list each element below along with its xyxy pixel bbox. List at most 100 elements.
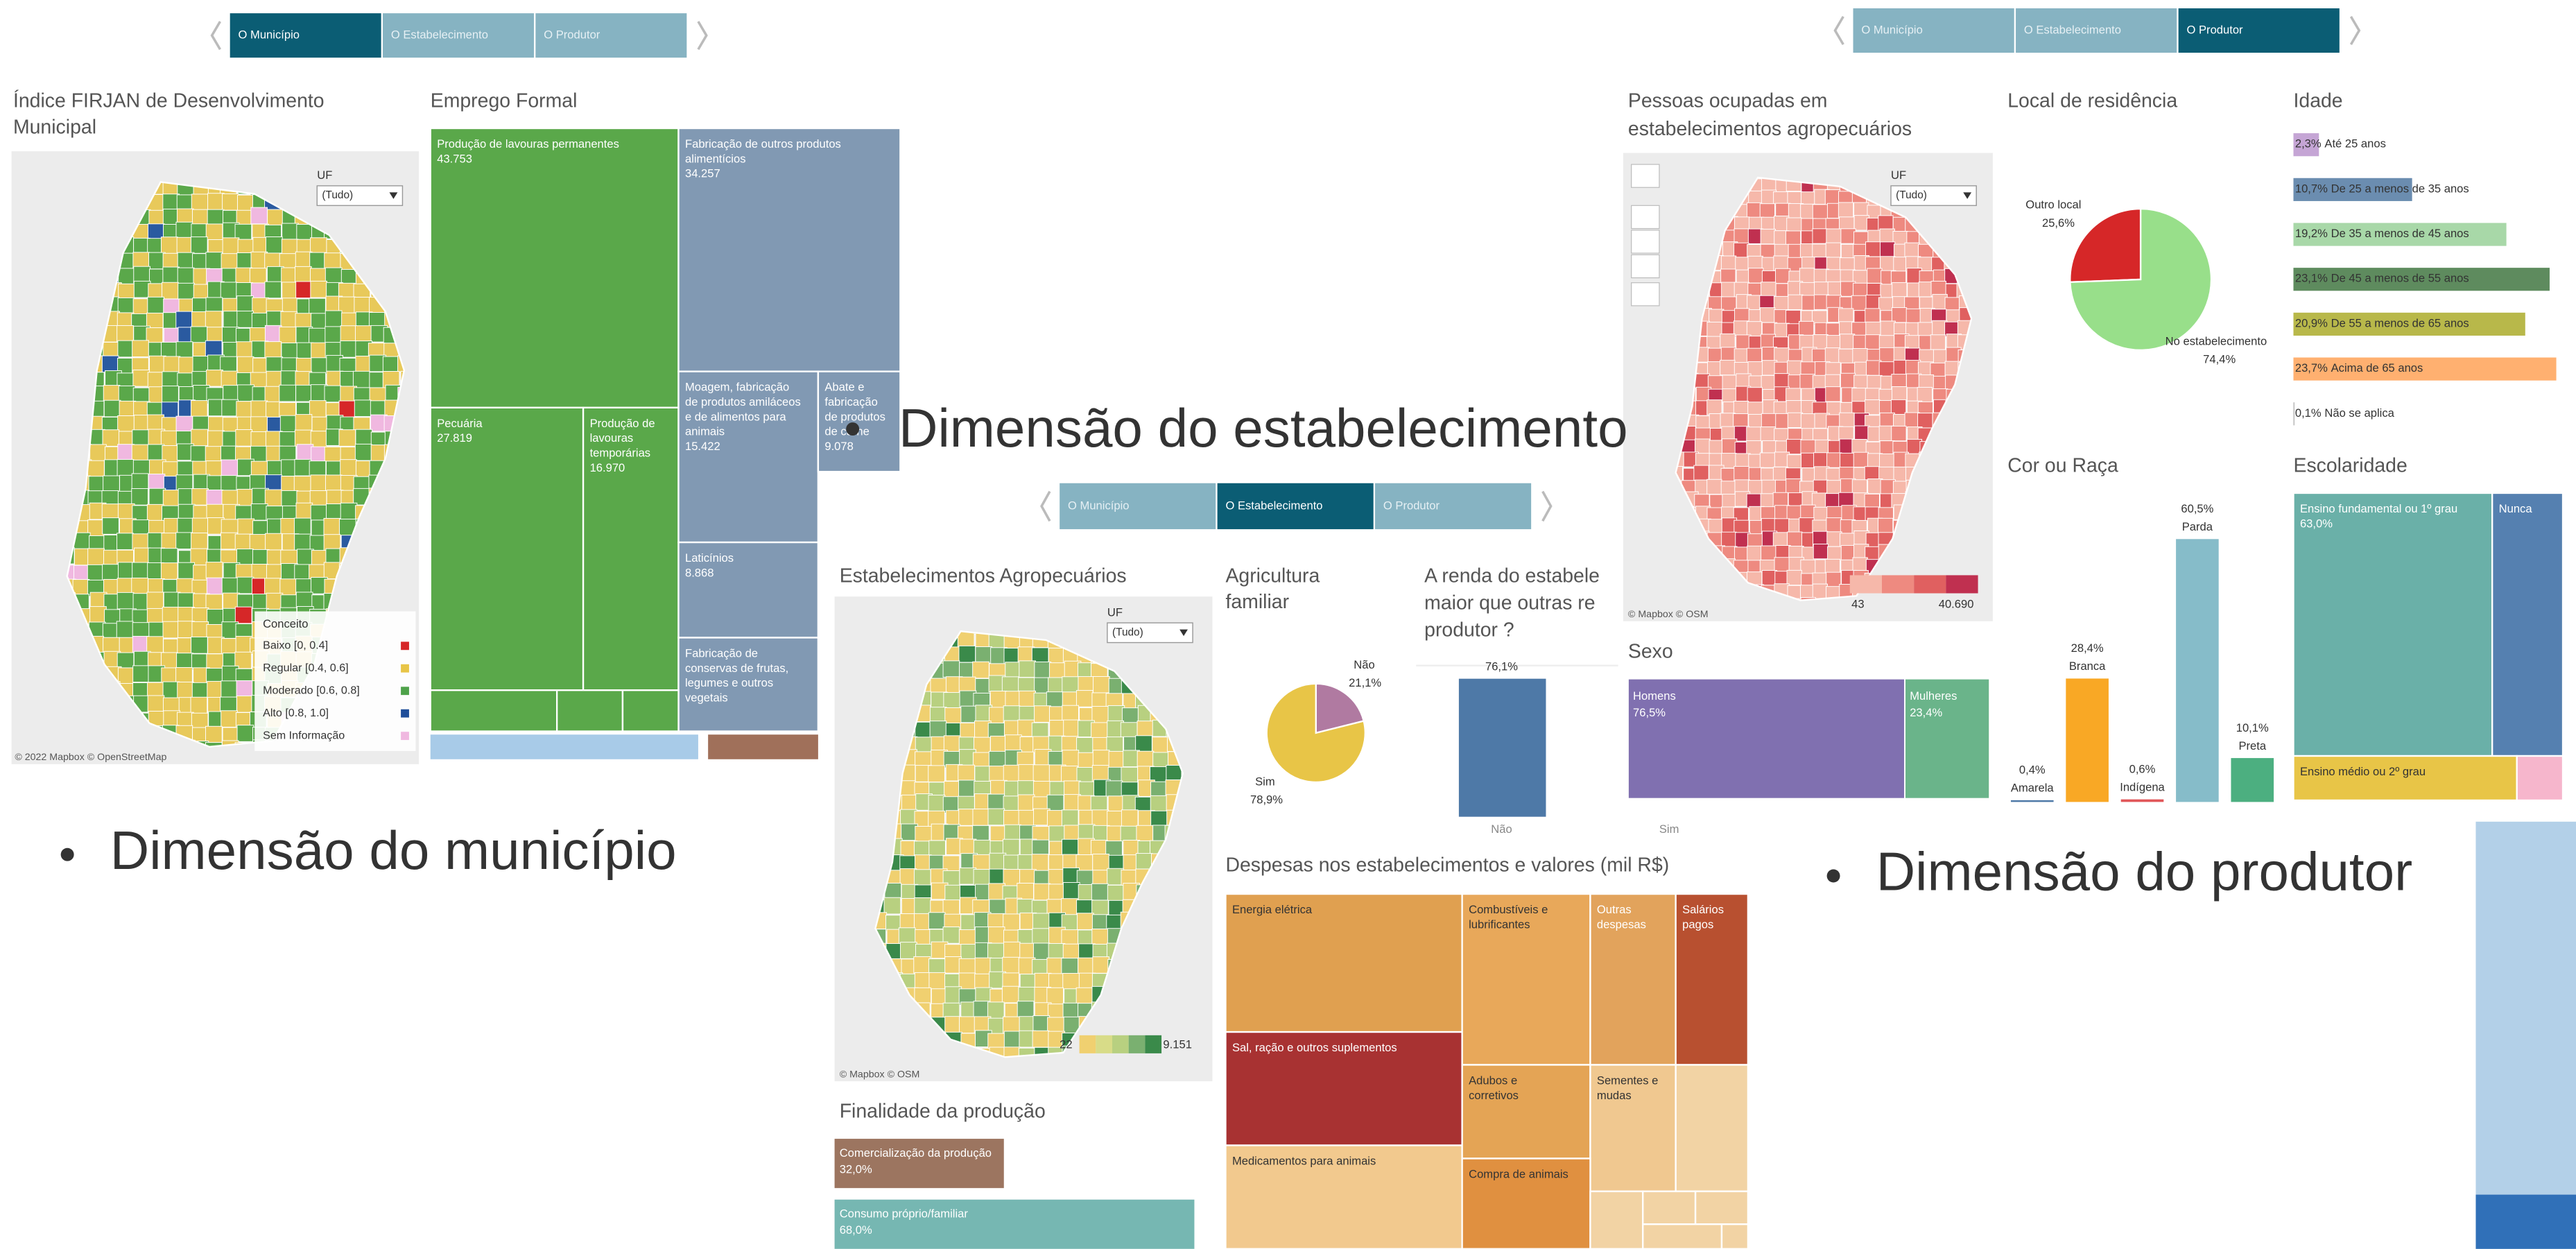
tab[interactable] [230,13,381,58]
tab[interactable] [383,13,535,58]
map-cell [323,517,341,535]
map-cell [1092,956,1109,974]
map-control[interactable] [1631,205,1660,230]
treemap-label: 63,0% [2300,517,2333,530]
tab[interactable] [535,13,687,58]
nav-arrow[interactable] [1541,490,1553,522]
map-cell [1693,465,1709,481]
map-cell [221,680,239,698]
map-cell [354,297,372,314]
map-outline [874,630,1184,1058]
map-cell [176,653,193,670]
map-cell [221,710,238,727]
produtor-panel: O Município O Estabelecimento O Produtor Pe… [1618,0,2576,822]
category-label: Amarela [2011,782,2055,795]
treemap-label: Abate e [824,381,864,394]
map-cell [928,912,946,929]
map-control[interactable] [1631,282,1660,307]
map-credit: © Mapbox © OSM [840,1069,920,1080]
map-cell [355,429,373,447]
category-label: Indígena [2120,780,2165,793]
map-cell [206,489,224,507]
nav-arrow[interactable] [1040,490,1051,522]
map-cell [1747,545,1763,562]
map-cell [1825,386,1841,402]
map-cell [266,236,283,254]
tab[interactable] [1853,8,2014,53]
map-cell [294,533,311,551]
legend-label: 22 [1060,1037,1072,1051]
treemap-cell [1642,1223,1723,1249]
panel-title: Local de residência [2007,90,2177,112]
map-cell [987,808,1005,826]
map-cell [177,517,195,535]
map-cell [1930,334,1946,350]
data-label: 20,9% [2295,317,2328,330]
map-cell [293,476,311,493]
map-cell [1879,347,1895,363]
map-cell [162,490,180,507]
legend-swatch [1096,1035,1112,1053]
map-control[interactable] [1631,254,1660,279]
panel-title: Agricultura [1225,565,1320,587]
map-cell [1760,228,1776,245]
map-cell [973,737,991,755]
map-cell [205,562,223,579]
map-cell [191,429,208,447]
map-cell [958,958,976,976]
map-cell [162,386,179,403]
slide-text: Dimensão do estabelecimento Dimensão do … [60,397,2412,902]
bar-label: 20,9% De 55 a menos de 65 anos [2295,317,2469,330]
filter-box[interactable] [316,185,404,207]
map-cell [250,400,268,418]
map-cell [1800,439,1816,456]
treemap-label: temporárias [590,446,651,459]
treemap-cell [817,370,901,473]
map-control[interactable] [1631,164,1660,188]
filter-box[interactable] [1107,622,1193,644]
nav-arrow[interactable] [2349,15,2361,46]
map-cell [1136,750,1155,768]
map-cell [915,721,932,739]
nav-arrow[interactable] [697,21,708,51]
map-cell [1107,884,1125,902]
filter-box[interactable] [1890,185,1977,207]
map-cell [236,401,254,418]
map-cell [1812,243,1828,259]
legend-label: Alto [0.8, 1.0] [263,707,329,719]
map-cell [972,661,989,679]
bar-label: 23,7% Acima de 65 anos [2295,361,2423,374]
map-control[interactable] [1631,230,1660,254]
category-label: De 25 a menos de 35 anos [2331,182,2469,196]
nav-arrow[interactable] [1833,15,1844,46]
map-cell [264,578,282,596]
bullet-dot [1826,869,1840,883]
tab[interactable] [2016,8,2177,53]
map-cell [1048,884,1066,902]
treemap-label: legumes e outros [685,676,773,689]
nav-arrow[interactable] [210,21,222,51]
treemap-label: de produtos amiláceos [685,395,801,408]
legend-title: Conceito [263,617,308,630]
map-cell [989,691,1008,708]
tab[interactable] [2178,8,2340,53]
panel-title: Finalidade da produção [840,1101,1046,1123]
map-cell [1017,794,1035,812]
map-cell [236,680,254,698]
map-cell [1075,690,1093,707]
tab[interactable] [1217,483,1374,530]
map-cell [1865,334,1881,350]
legend-swatch [1914,575,1946,594]
tab[interactable] [1375,483,1532,530]
treemap-label: 9.078 [824,440,854,453]
map-cell [928,794,946,812]
treemap-cell [677,637,820,732]
map-cell [250,416,268,434]
map-cell [1075,987,1093,1005]
map-cell [1720,255,1737,271]
map-cell [191,637,208,654]
map-cell [942,660,960,678]
map-cell [1747,387,1763,403]
tab[interactable] [1060,483,1216,530]
